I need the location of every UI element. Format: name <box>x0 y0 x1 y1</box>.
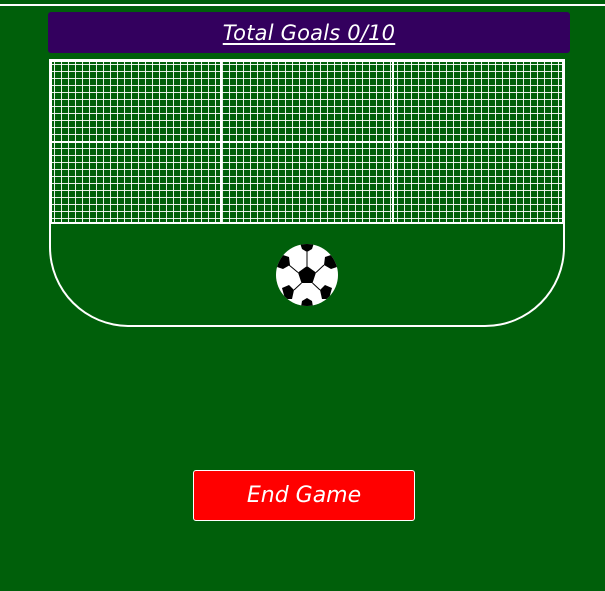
net-divider-horizontal <box>52 141 562 143</box>
goal-net[interactable] <box>49 59 565 224</box>
end-game-button[interactable]: End Game <box>193 470 415 521</box>
top-boundary-line <box>0 4 605 6</box>
soccer-ball-icon[interactable] <box>276 244 338 306</box>
total-goals-banner: Total Goals 0/10 <box>48 12 570 53</box>
